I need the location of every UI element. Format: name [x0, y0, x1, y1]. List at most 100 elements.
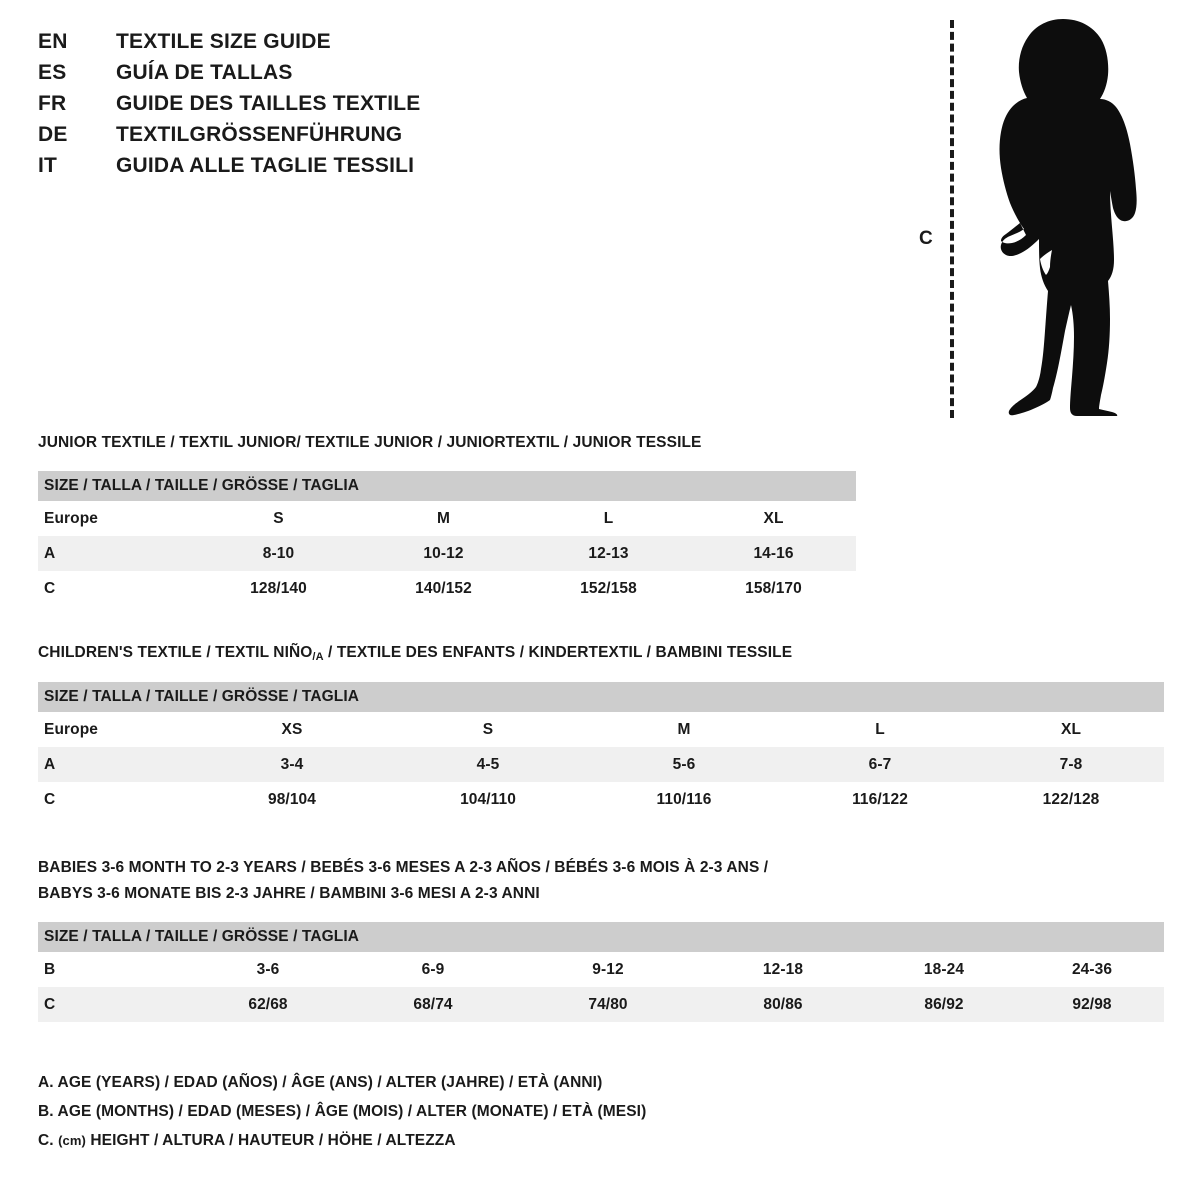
- legend-line-b: B. AGE (MONTHS) / EDAD (MESES) / ÂGE (MO…: [38, 1103, 647, 1120]
- table-cell: XL: [691, 501, 857, 536]
- table-cell: 14-16: [691, 536, 857, 571]
- language-title-it: GUIDA ALLE TAGLIE TESSILI: [116, 154, 415, 177]
- height-dimension-label: C: [919, 228, 933, 249]
- table-cell: 92/98: [1020, 987, 1165, 1022]
- row-label: B: [38, 952, 188, 987]
- table-cell: 98/104: [194, 782, 390, 817]
- table-cell: 6-9: [348, 952, 518, 987]
- table-cell: XL: [978, 712, 1165, 747]
- table-cell: 7-8: [978, 747, 1165, 782]
- legend-line-c-suffix: HEIGHT / ALTURA / HAUTEUR / HÖHE / ALTEZ…: [85, 1132, 456, 1149]
- table-header-band: SIZE / TALLA / TAILLE / GRÖSSE / TAGLIA: [38, 682, 1165, 712]
- table-cell: 12-18: [698, 952, 868, 987]
- section-title-junior: JUNIOR TEXTILE / TEXTIL JUNIOR/ TEXTILE …: [38, 434, 702, 451]
- table-cell: 3-4: [194, 747, 390, 782]
- size-band-label: SIZE / TALLA / TAILLE / GRÖSSE / TAGLIA: [38, 471, 857, 501]
- table-cell: 62/68: [188, 987, 348, 1022]
- language-title-fr: GUIDE DES TAILLES TEXTILE: [116, 92, 421, 115]
- section-childrens-textile: CHILDREN'S TEXTILE / TEXTIL NIÑO/A / TEX…: [38, 640, 1165, 817]
- language-code-de: DE: [38, 123, 68, 146]
- table-cell: S: [390, 712, 586, 747]
- dashed-height-line: [950, 20, 954, 418]
- legend-line-c: C. (cm) HEIGHT / ALTURA / HAUTEUR / HÖHE…: [38, 1126, 1038, 1155]
- language-title-block: EN TEXTILE SIZE GUIDE ES GUÍA DE TALLAS …: [38, 30, 508, 185]
- table-cell: 4-5: [390, 747, 586, 782]
- table-cell: 152/158: [526, 571, 691, 606]
- language-title-en: TEXTILE SIZE GUIDE: [116, 30, 331, 53]
- table-cell: 80/86: [698, 987, 868, 1022]
- language-row: FR GUIDE DES TAILLES TEXTILE: [38, 92, 508, 123]
- table-cell: L: [782, 712, 978, 747]
- table-row: C 98/104 104/110 110/116 116/122 122/128: [38, 782, 1165, 817]
- section-title-babies-line2: BABYS 3-6 MONATE BIS 2-3 JAHRE / BAMBINI…: [38, 885, 540, 902]
- section-title-babies-line1: BABIES 3-6 MONTH TO 2-3 YEARS / BEBÉS 3-…: [38, 859, 769, 876]
- legend-footer: A. AGE (YEARS) / EDAD (AÑOS) / ÂGE (ANS)…: [38, 1068, 1038, 1155]
- row-label: Europe: [38, 501, 196, 536]
- language-code-fr: FR: [38, 92, 67, 115]
- language-row: ES GUÍA DE TALLAS: [38, 61, 508, 92]
- size-band-label: SIZE / TALLA / TAILLE / GRÖSSE / TAGLIA: [38, 922, 1165, 952]
- row-label: A: [38, 536, 196, 571]
- section-title-children-subscript: /A: [312, 651, 324, 663]
- table-cell: 8-10: [196, 536, 361, 571]
- section-title-children: CHILDREN'S TEXTILE / TEXTIL NIÑO/A / TEX…: [38, 640, 1164, 667]
- language-row: IT GUIDA ALLE TAGLIE TESSILI: [38, 154, 508, 185]
- table-cell: M: [586, 712, 782, 747]
- table-row: B 3-6 6-9 9-12 12-18 18-24 24-36: [38, 952, 1165, 987]
- table-cell: 158/170: [691, 571, 857, 606]
- table-row: Europe XS S M L XL: [38, 712, 1165, 747]
- table-cell: 128/140: [196, 571, 361, 606]
- table-header-band: SIZE / TALLA / TAILLE / GRÖSSE / TAGLIA: [38, 471, 857, 501]
- size-band-label: SIZE / TALLA / TAILLE / GRÖSSE / TAGLIA: [38, 682, 1165, 712]
- table-row: A 8-10 10-12 12-13 14-16: [38, 536, 857, 571]
- table-cell: M: [361, 501, 526, 536]
- legend-line-c-prefix: C.: [38, 1132, 59, 1149]
- language-code-es: ES: [38, 61, 67, 84]
- table-cell: 86/92: [868, 987, 1020, 1022]
- legend-line-a: A. AGE (YEARS) / EDAD (AÑOS) / ÂGE (ANS)…: [38, 1074, 603, 1091]
- language-title-es: GUÍA DE TALLAS: [116, 61, 293, 84]
- table-cell: 10-12: [361, 536, 526, 571]
- table-cell: S: [196, 501, 361, 536]
- language-code-it: IT: [38, 154, 58, 177]
- language-title-de: TEXTILGRÖSSENFÜHRUNG: [116, 123, 403, 146]
- legend-line-c-unit: (cm): [58, 1133, 86, 1148]
- table-row: A 3-4 4-5 5-6 6-7 7-8: [38, 747, 1165, 782]
- table-cell: 12-13: [526, 536, 691, 571]
- row-label: C: [38, 782, 194, 817]
- row-label: C: [38, 987, 188, 1022]
- table-cell: 116/122: [782, 782, 978, 817]
- table-cell: 5-6: [586, 747, 782, 782]
- language-row: EN TEXTILE SIZE GUIDE: [38, 30, 508, 61]
- table-header-band: SIZE / TALLA / TAILLE / GRÖSSE / TAGLIA: [38, 922, 1165, 952]
- table-cell: 6-7: [782, 747, 978, 782]
- table-cell: 74/80: [518, 987, 698, 1022]
- table-row: C 62/68 68/74 74/80 80/86 86/92 92/98: [38, 987, 1165, 1022]
- junior-size-table: SIZE / TALLA / TAILLE / GRÖSSE / TAGLIA …: [38, 471, 857, 606]
- table-cell: 9-12: [518, 952, 698, 987]
- toddler-silhouette-icon: [999, 19, 1137, 416]
- table-cell: 18-24: [868, 952, 1020, 987]
- table-cell: 122/128: [978, 782, 1165, 817]
- table-cell: 104/110: [390, 782, 586, 817]
- language-row: DE TEXTILGRÖSSENFÜHRUNG: [38, 123, 508, 154]
- table-cell: 140/152: [361, 571, 526, 606]
- table-row: C 128/140 140/152 152/158 158/170: [38, 571, 857, 606]
- section-junior-textile: JUNIOR TEXTILE / TEXTIL JUNIOR/ TEXTILE …: [38, 430, 857, 606]
- table-cell: 3-6: [188, 952, 348, 987]
- babies-size-table: SIZE / TALLA / TAILLE / GRÖSSE / TAGLIA …: [38, 922, 1165, 1022]
- table-cell: 110/116: [586, 782, 782, 817]
- section-title-children-pre: CHILDREN'S TEXTILE / TEXTIL NIÑO: [38, 644, 313, 661]
- row-label: C: [38, 571, 196, 606]
- section-title-children-post: / TEXTILE DES ENFANTS / KINDERTEXTIL / B…: [323, 644, 793, 661]
- height-measurement-figure: C: [905, 12, 1165, 422]
- row-label: A: [38, 747, 194, 782]
- table-row: Europe S M L XL: [38, 501, 857, 536]
- table-cell: XS: [194, 712, 390, 747]
- row-label: Europe: [38, 712, 194, 747]
- children-size-table: SIZE / TALLA / TAILLE / GRÖSSE / TAGLIA …: [38, 682, 1165, 817]
- table-cell: 68/74: [348, 987, 518, 1022]
- language-code-en: EN: [38, 30, 68, 53]
- table-cell: L: [526, 501, 691, 536]
- table-cell: 24-36: [1020, 952, 1165, 987]
